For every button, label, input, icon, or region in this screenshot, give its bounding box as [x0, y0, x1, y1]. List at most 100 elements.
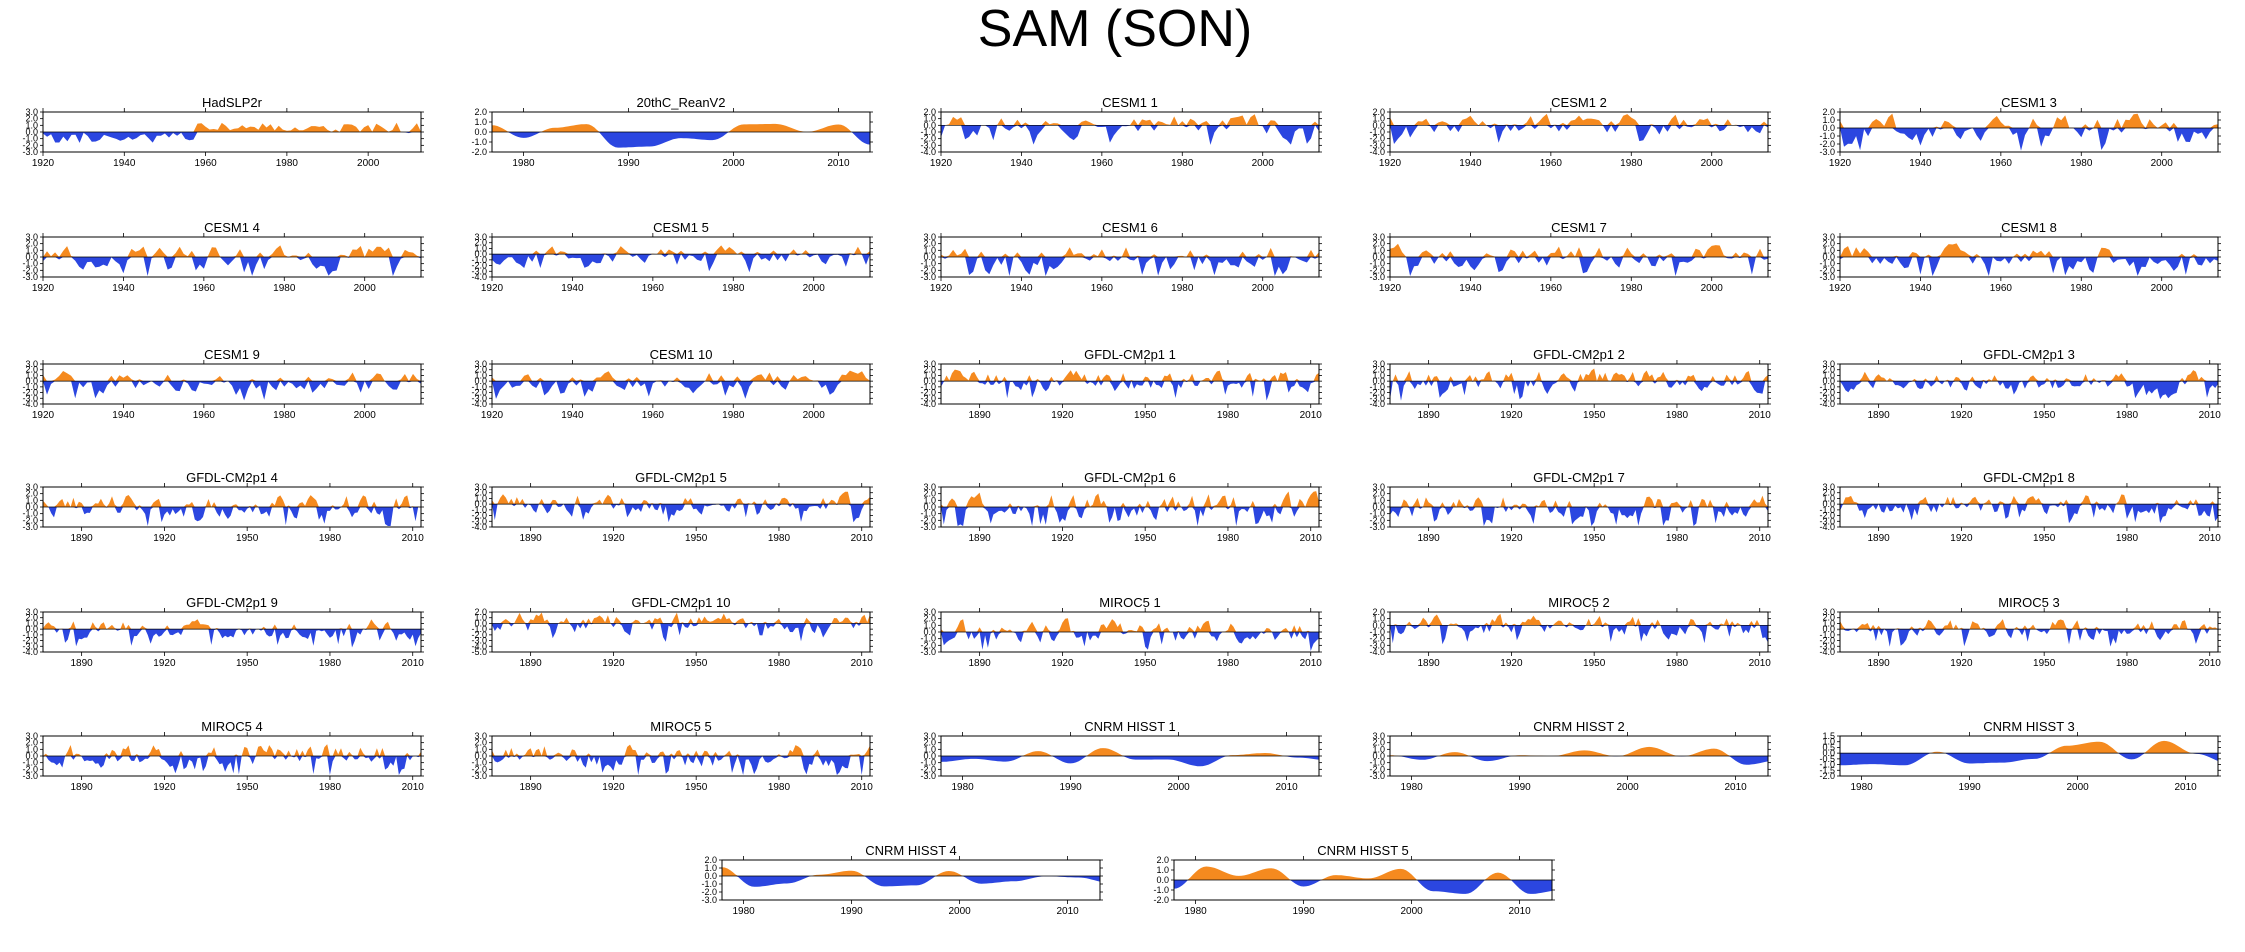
x-tick-label: 1890: [969, 410, 992, 421]
y-tick-label: -1.0: [1369, 758, 1385, 768]
positive-area: [43, 619, 421, 630]
y-tick-label: -2.0: [920, 764, 936, 774]
y-tick-label: -1.0: [920, 259, 936, 269]
positive-area: [492, 612, 870, 624]
negative-area: [1390, 125, 1768, 144]
y-tick-label: 0.0: [923, 120, 936, 130]
y-tick-label: 1.0: [923, 495, 936, 505]
y-tick-label: -1.0: [1819, 505, 1835, 515]
x-tick-label: 2010: [2199, 658, 2222, 669]
y-tick-label: -4.0: [920, 147, 936, 157]
x-tick-label: 1950: [236, 658, 259, 669]
y-tick-label: -4.0: [1369, 147, 1385, 157]
x-tick-label: 1980: [319, 533, 342, 544]
x-tick-label: 1890: [969, 658, 992, 669]
x-tick-label: 2010: [1749, 533, 1772, 544]
x-tick-label: 2010: [1508, 906, 1531, 917]
x-tick-label: 1980: [1400, 782, 1423, 793]
y-tick-label: 0.0: [1822, 376, 1835, 386]
y-tick-label: -3.0: [1369, 272, 1385, 282]
x-tick-label: 2000: [357, 158, 380, 169]
plot-frame: [491, 236, 871, 278]
y-tick-label: 1.0: [1372, 495, 1385, 505]
panel-cnrm-hisst-2: CNRM HISST 2 3.02.01.00.0-1.0-2.0-3.0 1980…: [1369, 719, 1771, 793]
y-tick-label: 0.0: [1822, 624, 1835, 634]
y-tick-label: -3.0: [920, 272, 936, 282]
x-tick-label: 1920: [1379, 283, 1402, 294]
y-tick-label: -3.0: [920, 140, 936, 150]
x-tick-label: 2010: [1056, 906, 1079, 917]
x-tick-label: 1920: [32, 158, 55, 169]
y-tick-label: 2.0: [704, 855, 717, 865]
positive-area: [941, 618, 1319, 632]
x-tick-label: 1980: [2116, 410, 2139, 421]
y-tick-label: -3.0: [1819, 516, 1835, 526]
y-tick-label: 1.0: [923, 744, 936, 754]
y-tick-label: -1.0: [920, 758, 936, 768]
y-tick-label: -1.0: [1819, 630, 1835, 640]
x-tick-label: 2010: [1275, 782, 1298, 793]
y-tick-label: -1.0: [22, 630, 38, 640]
y-tick-label: 2.0: [1372, 239, 1385, 249]
x-tick-label: 1920: [1950, 533, 1973, 544]
y-tick-label: -4.0: [471, 272, 487, 282]
x-tick-label: 2000: [354, 283, 377, 294]
x-tick-label: 1950: [236, 533, 259, 544]
y-tick-label: -2.0: [1369, 388, 1385, 398]
x-tick-label: 2010: [1749, 658, 1772, 669]
y-tick-label: -1.0: [701, 879, 717, 889]
negative-area: [43, 257, 421, 276]
negative-area: [1840, 257, 2218, 276]
y-tick-label: 2.0: [1372, 365, 1385, 375]
y-tick-label: 3.0: [474, 731, 487, 741]
x-tick-label: 1980: [722, 410, 745, 421]
y-tick-label: 2.0: [1822, 107, 1835, 117]
y-tick-label: -3.0: [1369, 771, 1385, 781]
panel-gfdl-cm2p1-10: GFDL-CM2p1 10 2.01.00.0-1.0-2.0-3.0-4.0-5…: [471, 595, 873, 669]
x-tick-label: 1960: [1990, 158, 2013, 169]
y-tick-label: 0.0: [1372, 376, 1385, 386]
y-tick-label: 3.0: [25, 359, 38, 369]
y-tick-label: 2.0: [25, 489, 38, 499]
panel-title: CESM1 7: [1551, 220, 1607, 235]
positive-area: [1840, 494, 2218, 505]
x-tick-label: 1920: [32, 283, 55, 294]
x-tick-label: 2010: [827, 158, 850, 169]
x-tick-label: 1950: [685, 658, 708, 669]
y-tick-label: 1.0: [1372, 614, 1385, 624]
y-tick-label: 0.0: [923, 751, 936, 761]
plot-frame: [1389, 611, 1769, 653]
y-tick-label: -1.0: [22, 134, 38, 144]
y-tick-label: -3.0: [471, 393, 487, 403]
y-tick-label: 1.0: [25, 120, 38, 130]
x-tick-label: 2010: [1724, 782, 1747, 793]
y-tick-label: -4.0: [22, 647, 38, 657]
x-tick-label: 1890: [1418, 533, 1441, 544]
x-tick-label: 2000: [2066, 782, 2089, 793]
y-tick-label: -2.0: [1369, 634, 1385, 644]
x-tick-label: 1980: [768, 533, 791, 544]
y-tick-label: 0.0: [25, 376, 38, 386]
panel-title: CESM1 3: [2001, 95, 2057, 110]
x-tick-label: 1920: [1950, 658, 1973, 669]
x-tick-label: 2010: [851, 533, 874, 544]
y-tick-label: 2.0: [923, 365, 936, 375]
y-tick-label: 2.0: [923, 239, 936, 249]
y-tick-label: -1.0: [471, 137, 487, 147]
y-tick-label: -2.0: [471, 147, 487, 157]
panel-title: GFDL-CM2p1 6: [1084, 470, 1176, 485]
x-tick-label: 1890: [969, 533, 992, 544]
y-tick-label: 3.0: [1822, 359, 1835, 369]
y-tick-label: -1.0: [1153, 885, 1169, 895]
x-tick-label: 2000: [1167, 782, 1190, 793]
y-tick-label: -1.0: [471, 255, 487, 265]
x-tick-label: 1950: [1134, 410, 1157, 421]
positive-area: [43, 122, 421, 132]
x-tick-label: 2010: [402, 533, 425, 544]
x-tick-label: 1960: [193, 283, 216, 294]
x-tick-label: 2000: [1616, 782, 1639, 793]
x-tick-label: 1960: [1540, 158, 1563, 169]
